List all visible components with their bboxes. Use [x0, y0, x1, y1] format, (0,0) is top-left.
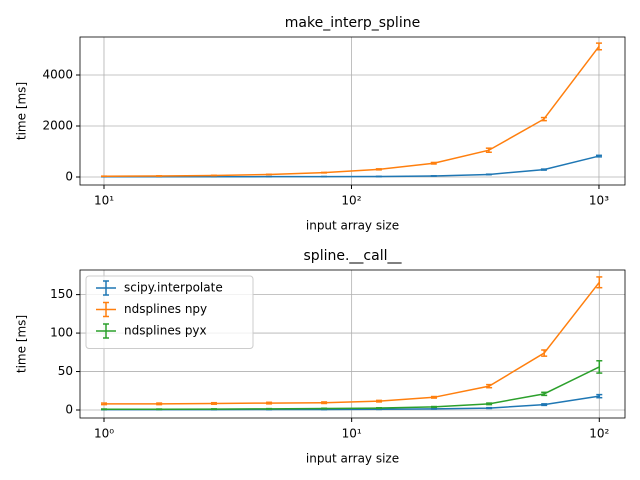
- error-bar: [375, 168, 382, 171]
- series-line: [103, 45, 600, 177]
- legend-label: scipy.interpolate: [124, 281, 223, 295]
- series-line: [103, 366, 600, 410]
- error-bar: [596, 360, 603, 374]
- error-bar: [540, 116, 547, 122]
- error-bar: [596, 393, 603, 399]
- error-bar: [485, 173, 492, 176]
- y-axis-label: time [ms]: [15, 315, 29, 373]
- x-tick-label: 10²: [589, 427, 609, 441]
- axes-frame: [79, 36, 626, 186]
- error-bar: [541, 349, 548, 357]
- error-bar: [540, 168, 547, 171]
- error-bar: [376, 407, 383, 410]
- error-bar: [486, 402, 493, 406]
- legend-box: [85, 275, 254, 349]
- chart-title: spline.__call__: [304, 248, 403, 264]
- x-tick-label: 10¹: [94, 194, 114, 208]
- series-line: [103, 155, 600, 178]
- x-axis-label: input array size: [306, 219, 399, 233]
- error-bar: [541, 391, 548, 397]
- error-bar: [596, 276, 603, 289]
- error-bar: [430, 161, 437, 165]
- y-tick-label: 0: [65, 403, 73, 417]
- error-bar: [321, 401, 328, 405]
- error-bar: [210, 401, 217, 405]
- legend-swatch: [96, 323, 116, 339]
- error-bar: [595, 154, 602, 158]
- legend-label: ndsplines pyx: [124, 324, 207, 338]
- y-tick-label: 2000: [42, 118, 73, 132]
- y-tick-label: 100: [50, 326, 73, 340]
- x-tick-label: 10²: [341, 194, 361, 208]
- x-tick-label: 10³: [589, 194, 609, 208]
- y-tick-label: 4000: [42, 67, 73, 81]
- error-bar: [485, 147, 492, 154]
- legend-swatch: [96, 301, 116, 318]
- error-bar: [430, 395, 437, 399]
- legend-swatch: [96, 280, 116, 296]
- x-tick-label: 10¹: [342, 427, 362, 441]
- error-bar: [595, 42, 602, 51]
- chart-title: make_interp_spline: [285, 15, 420, 31]
- y-tick-label: 50: [58, 364, 73, 378]
- x-axis-label: input array size: [306, 452, 399, 466]
- error-bar: [430, 405, 437, 409]
- axes-frame: [79, 269, 626, 419]
- error-bar: [266, 401, 273, 405]
- error-bar: [486, 406, 493, 410]
- error-bar: [156, 402, 163, 406]
- error-bar: [320, 171, 327, 174]
- x-tick-label: 10⁰: [94, 427, 114, 441]
- legend-label: ndsplines npy: [124, 302, 207, 316]
- y-axis-label: time [ms]: [15, 82, 29, 140]
- error-bar: [541, 403, 548, 407]
- y-tick-label: 150: [50, 287, 73, 301]
- series-line: [103, 281, 600, 405]
- error-bar: [100, 402, 107, 406]
- error-bar: [486, 383, 493, 389]
- y-tick-label: 0: [65, 169, 73, 183]
- error-bar: [376, 399, 383, 403]
